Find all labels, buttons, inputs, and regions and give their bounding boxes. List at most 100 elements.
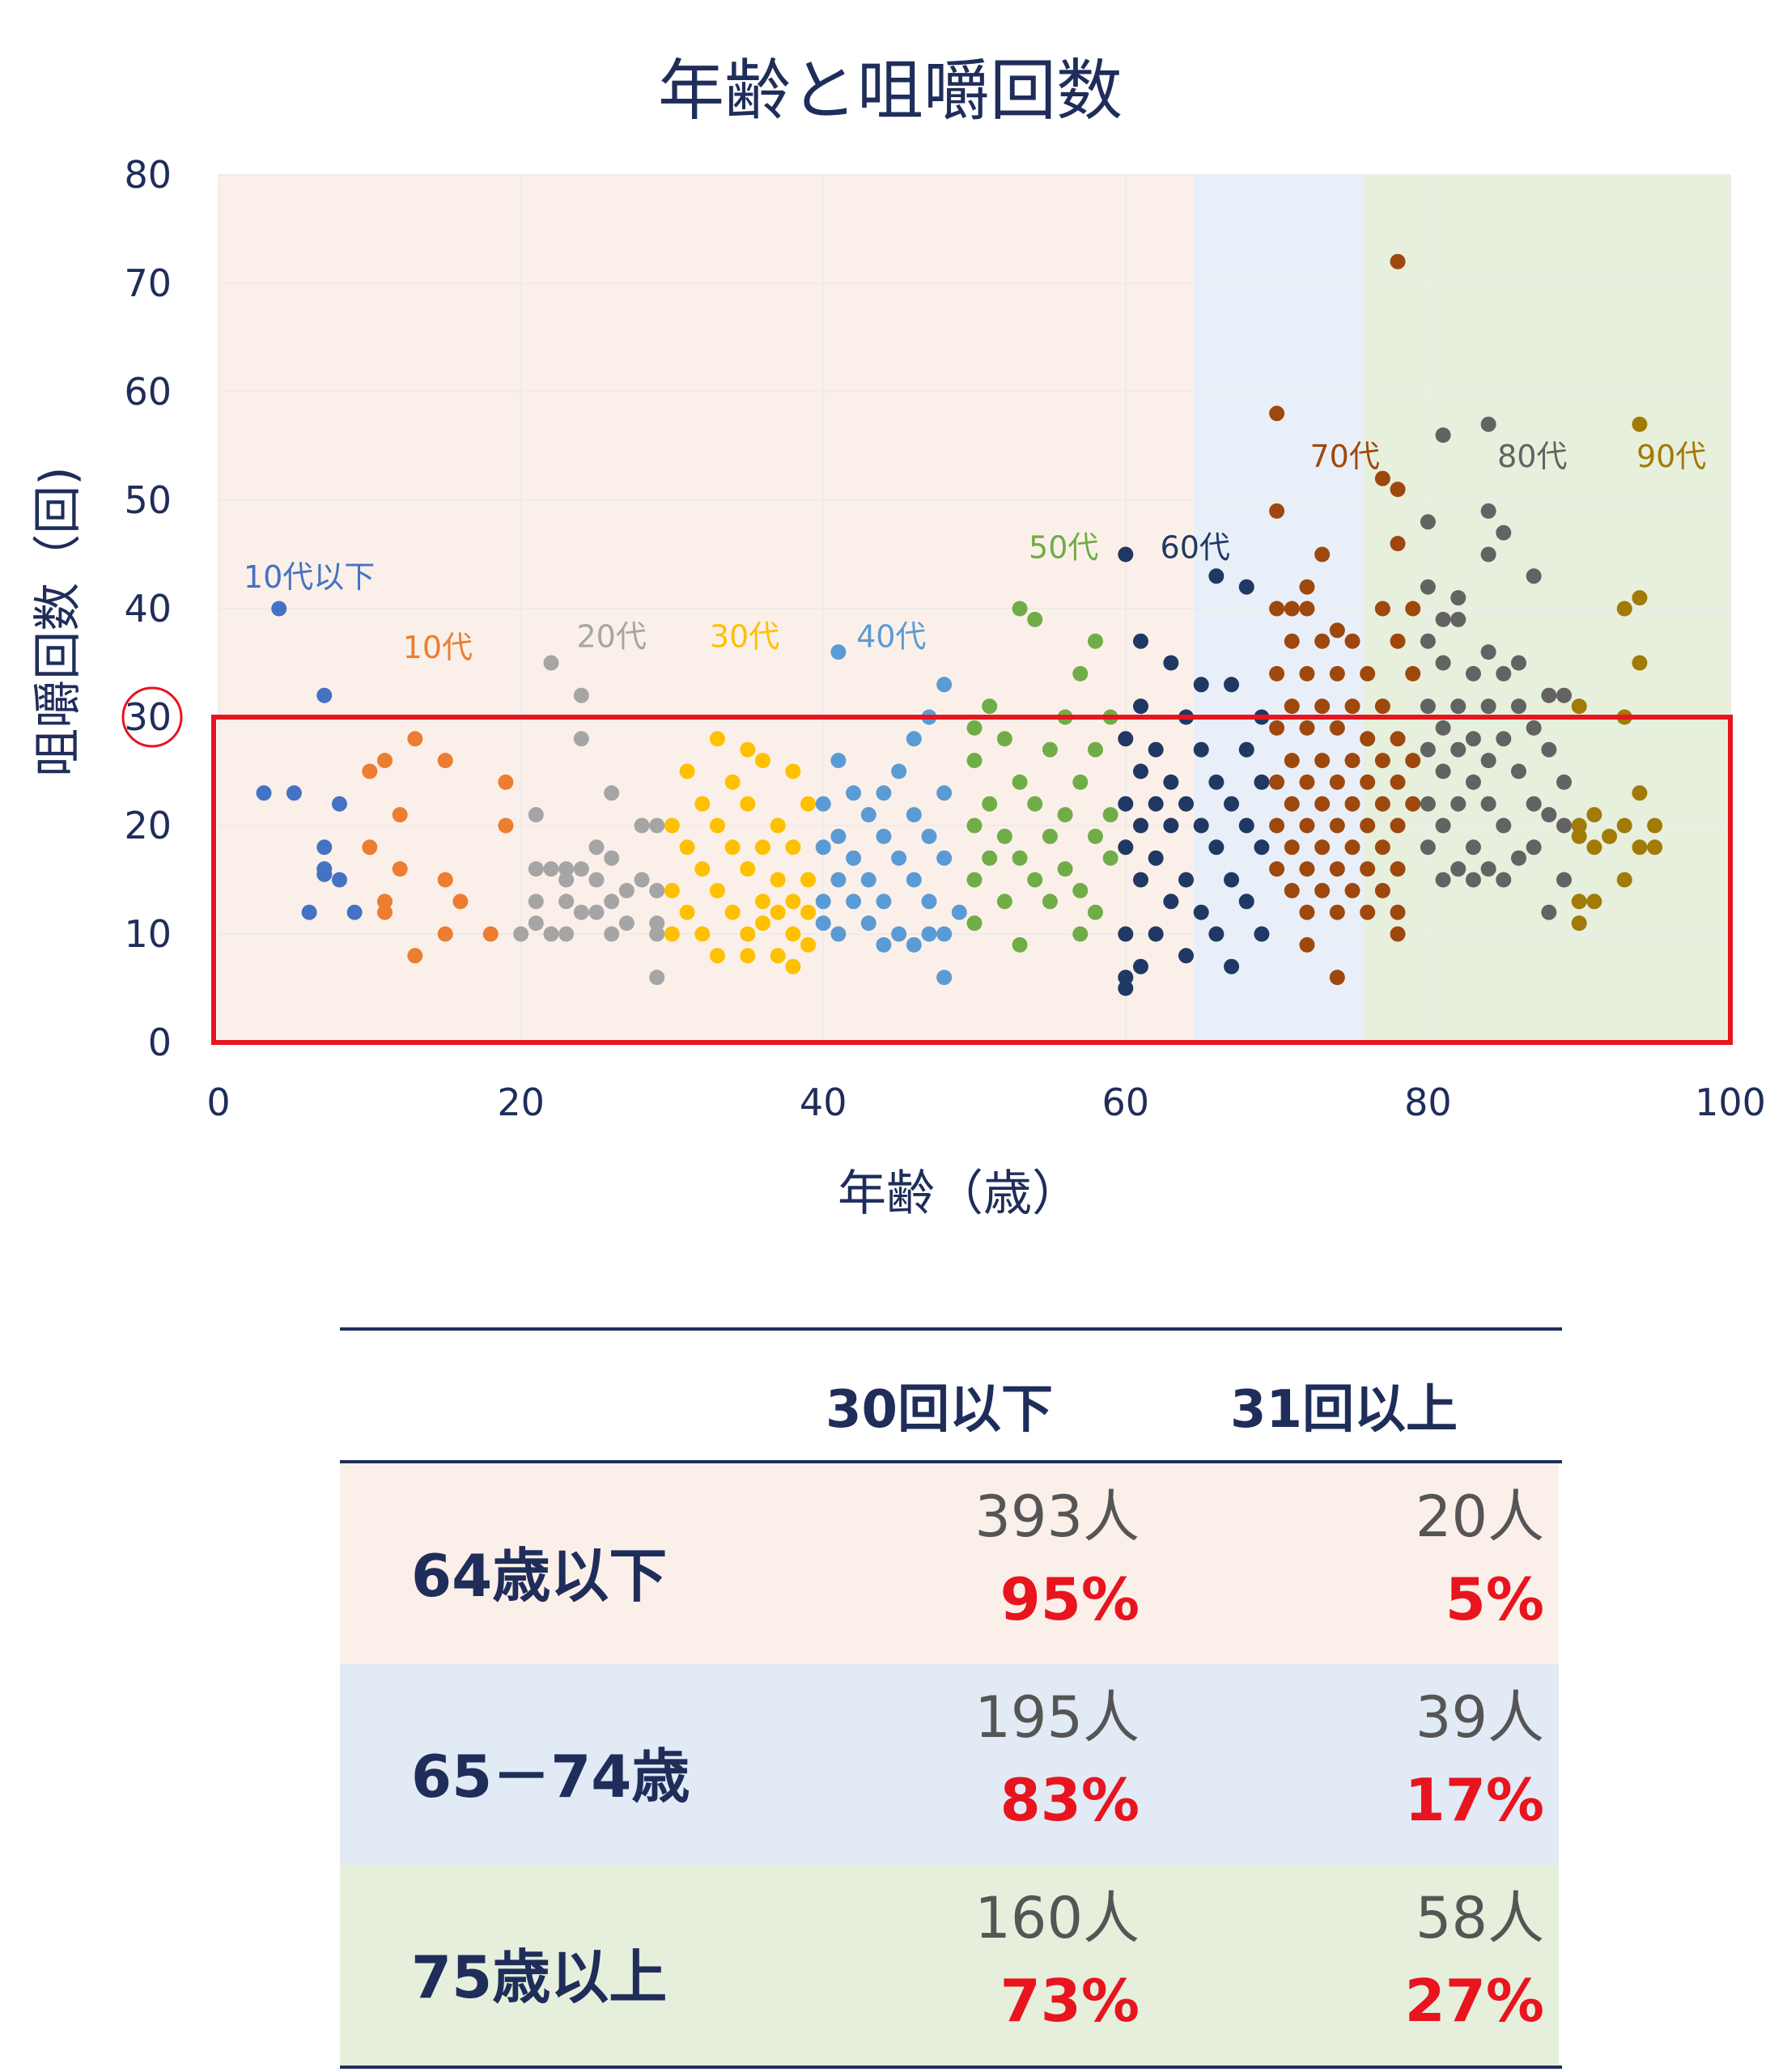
data-point	[876, 785, 892, 801]
data-point	[876, 936, 892, 953]
data-point	[679, 839, 695, 856]
data-point	[1480, 416, 1496, 432]
data-point	[1435, 872, 1451, 888]
data-point	[860, 807, 877, 823]
data-point	[1314, 796, 1331, 812]
data-point	[376, 904, 393, 920]
data-point	[1329, 970, 1345, 986]
data-point	[558, 861, 575, 877]
data-point	[1344, 796, 1360, 812]
data-point	[604, 926, 620, 942]
count-31-or-more: 39人	[1415, 1684, 1544, 1751]
table-row: 75歳以上 160人 73% 58人 27%	[340, 1865, 1559, 2066]
data-point	[709, 731, 725, 747]
data-point	[891, 926, 907, 942]
data-point	[1269, 720, 1285, 736]
data-point	[800, 936, 817, 953]
data-point	[1374, 601, 1390, 617]
count-31-or-more: 58人	[1415, 1885, 1544, 1951]
data-point	[664, 926, 680, 942]
data-point	[1450, 741, 1467, 758]
data-point	[891, 850, 907, 866]
data-point	[1374, 882, 1390, 898]
data-point	[437, 753, 453, 769]
data-point	[1465, 731, 1481, 747]
data-point	[1496, 731, 1512, 747]
data-point	[936, 970, 953, 986]
data-point	[1118, 546, 1134, 563]
data-point	[830, 753, 847, 769]
pct-31-or-more: 5%	[1445, 1565, 1544, 1633]
data-point	[754, 839, 770, 856]
x-tick-label: 40	[800, 1081, 847, 1124]
data-point	[1193, 817, 1209, 834]
data-point	[846, 894, 862, 910]
data-point	[1480, 861, 1496, 877]
data-point	[1616, 601, 1632, 617]
data-point	[1329, 774, 1345, 790]
data-point	[573, 687, 589, 703]
data-point	[331, 796, 347, 812]
data-point	[528, 861, 544, 877]
data-point	[709, 882, 725, 898]
data-point	[376, 753, 393, 769]
data-point	[558, 872, 575, 888]
count-30-or-less: 195人	[974, 1684, 1140, 1751]
data-point	[1148, 741, 1164, 758]
y-axis-title: 咀嚼回数（回)	[30, 466, 87, 776]
data-point	[1163, 817, 1179, 834]
data-point	[966, 915, 983, 932]
data-point	[951, 904, 967, 920]
data-point	[1102, 850, 1118, 866]
data-point	[846, 785, 862, 801]
data-point	[846, 850, 862, 866]
data-point	[996, 731, 1012, 747]
pct-31-or-more: 17%	[1404, 1766, 1544, 1834]
data-point	[1238, 817, 1254, 834]
data-point	[1269, 861, 1285, 877]
data-point	[1254, 839, 1270, 856]
x-tick-label: 60	[1102, 1081, 1150, 1124]
data-point	[1012, 850, 1028, 866]
table-row: 65－74歳 195人 83% 39人 17%	[340, 1664, 1559, 1865]
data-point	[1102, 807, 1118, 823]
data-point	[316, 866, 333, 882]
data-point	[1465, 872, 1481, 888]
data-point	[982, 796, 998, 812]
data-point	[1556, 687, 1573, 703]
data-point	[1042, 741, 1058, 758]
data-point	[740, 861, 756, 877]
data-point	[996, 894, 1012, 910]
data-point	[785, 894, 801, 910]
data-point	[921, 828, 937, 844]
data-point	[891, 763, 907, 779]
data-point	[1299, 665, 1315, 681]
data-point	[1541, 687, 1557, 703]
table-header: 30回以下 31回以上	[340, 1327, 1562, 1460]
data-point	[1526, 796, 1542, 812]
data-point	[1087, 904, 1103, 920]
data-point	[1480, 698, 1496, 715]
data-point	[694, 926, 711, 942]
data-point	[1510, 655, 1526, 671]
data-point	[1556, 774, 1573, 790]
data-points	[256, 253, 1663, 996]
row-label: 65－74歳	[411, 1743, 690, 1811]
data-point	[906, 731, 922, 747]
data-point	[724, 904, 741, 920]
data-point	[1193, 904, 1209, 920]
data-point	[1390, 817, 1406, 834]
series-label: 20代	[577, 619, 647, 655]
data-point	[588, 839, 605, 856]
data-point	[1541, 807, 1557, 823]
data-point	[1510, 850, 1526, 866]
data-point	[1632, 416, 1648, 432]
data-point	[1541, 904, 1557, 920]
data-point	[1344, 633, 1360, 649]
data-point	[1178, 796, 1195, 812]
data-point	[936, 677, 953, 693]
series-label: 50代	[1029, 530, 1098, 566]
y-tick-label: 50	[124, 478, 172, 522]
data-point	[1254, 926, 1270, 942]
data-point	[1072, 665, 1089, 681]
